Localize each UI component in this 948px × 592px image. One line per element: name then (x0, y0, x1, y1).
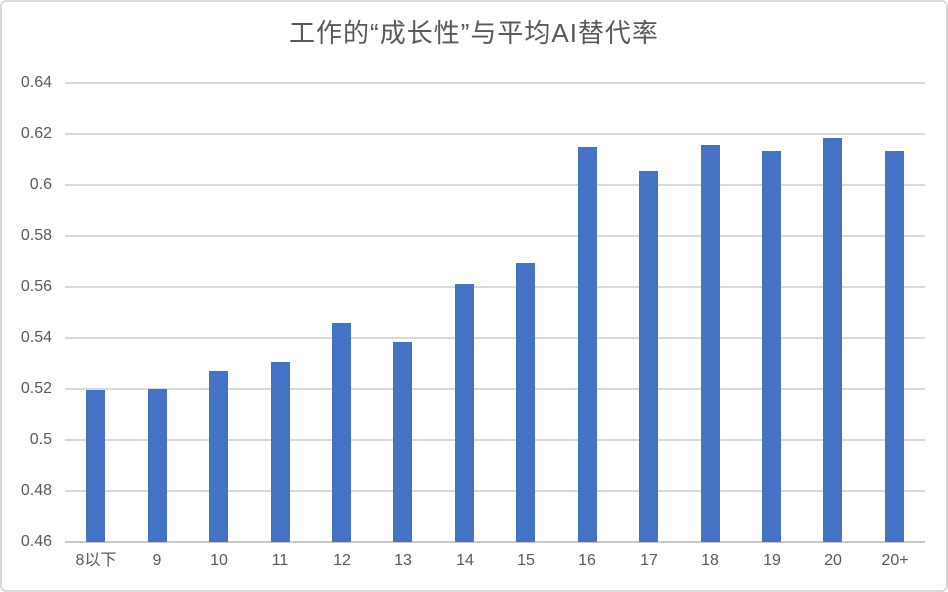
x-tick-label: 14 (456, 552, 474, 569)
gridline (65, 184, 925, 186)
bar-16 (578, 147, 597, 542)
gridline (65, 133, 925, 135)
y-tick-label: 0.58 (20, 227, 52, 244)
x-tick-label: 10 (210, 552, 228, 569)
plot-area (65, 82, 925, 543)
bar-9 (148, 389, 167, 542)
bar-12 (332, 323, 351, 542)
chart-title: 工作的“成长性”与平均AI替代率 (289, 18, 659, 48)
gridline (65, 388, 925, 390)
x-tick-label: 20 (824, 552, 842, 569)
x-tick-label: 9 (152, 552, 162, 569)
bar-20 (823, 138, 842, 542)
x-tick-label: 17 (640, 552, 658, 569)
y-tick-label: 0.6 (29, 176, 52, 193)
bar-17 (639, 171, 658, 542)
bar-11 (271, 362, 290, 542)
y-tick-label: 0.5 (29, 431, 52, 448)
bar-8以下 (86, 390, 105, 542)
y-tick-label: 0.56 (20, 278, 52, 295)
x-tick-label: 16 (578, 552, 596, 569)
bar-15 (516, 263, 535, 542)
x-tick-label: 18 (701, 552, 719, 569)
bar-14 (455, 284, 474, 542)
x-tick-label: 13 (394, 552, 412, 569)
gridline (65, 439, 925, 441)
x-tick-label: 12 (333, 552, 351, 569)
y-tick-label: 0.62 (20, 125, 52, 142)
y-tick-label: 0.54 (20, 329, 52, 346)
bar-20+ (885, 151, 904, 542)
x-tick-label: 11 (271, 552, 289, 569)
bar-19 (762, 151, 781, 542)
y-tick-label: 0.48 (20, 482, 52, 499)
bar-13 (393, 342, 412, 542)
y-tick-label: 0.64 (20, 74, 52, 91)
x-tick-label: 15 (517, 552, 535, 569)
gridline (65, 490, 925, 492)
bar-10 (209, 371, 228, 542)
gridline (65, 286, 925, 288)
x-tick-label: 19 (763, 552, 781, 569)
x-axis-line (65, 541, 925, 543)
bar-18 (701, 145, 720, 542)
gridline (65, 337, 925, 339)
gridline (65, 235, 925, 237)
x-tick-label: 20+ (881, 552, 909, 569)
y-tick-label: 0.52 (20, 380, 52, 397)
x-tick-label: 8以下 (75, 552, 117, 569)
y-tick-label: 0.46 (20, 533, 52, 550)
gridline (65, 82, 925, 84)
